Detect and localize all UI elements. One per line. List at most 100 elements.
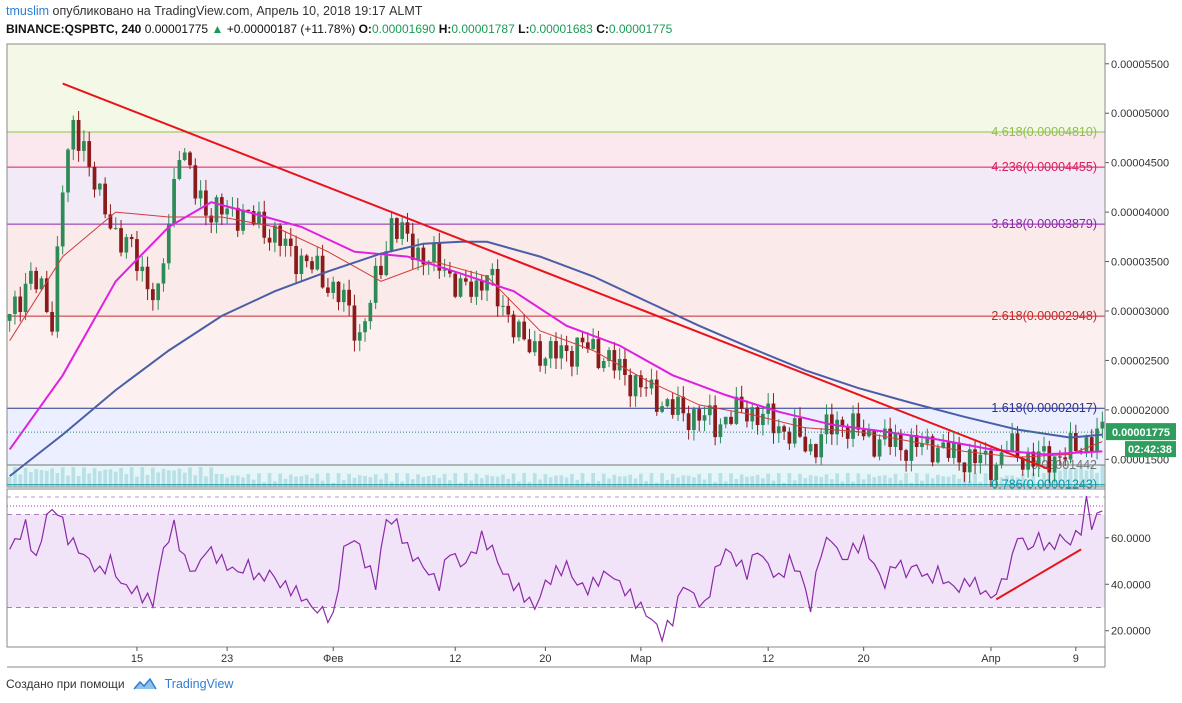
volume-bar: [617, 476, 622, 487]
volume-bar: [426, 475, 431, 487]
candle-body: [395, 218, 399, 239]
countdown-label: 02:42:38: [1128, 444, 1172, 456]
volume-bar: [219, 474, 224, 487]
volume-bar: [66, 475, 70, 487]
volume-bar: [957, 478, 961, 487]
candle-body: [607, 350, 611, 362]
candle-body: [336, 281, 341, 303]
volume-bar: [1079, 466, 1083, 487]
candle-body: [532, 341, 537, 353]
time-axis-label: Мар: [630, 653, 652, 665]
volume-bar: [564, 477, 569, 487]
candle-body: [787, 431, 792, 444]
tradingview-brand[interactable]: TradingView: [164, 677, 234, 691]
volume-bar: [877, 475, 882, 487]
candle-body: [373, 265, 378, 303]
candle-body: [23, 283, 28, 313]
volume-bar: [776, 473, 781, 487]
price-change: +0.00000187 (+11.78%): [226, 22, 356, 36]
candle-body: [347, 289, 351, 306]
volume-bar: [755, 474, 760, 487]
candle-body: [469, 281, 473, 297]
volume-bar: [517, 481, 521, 487]
volume-bar: [495, 476, 500, 487]
change-arrow-icon: ▲: [211, 22, 224, 36]
rsi-trendline[interactable]: [995, 548, 1082, 601]
volume-bar: [442, 473, 447, 487]
symbol-line: BINANCE:QSPBTC, 240 0.00001775 ▲ +0.0000…: [6, 20, 1176, 38]
volume-bar: [1058, 470, 1062, 487]
last-price: 0.00001775: [144, 22, 209, 36]
tradingview-logo-icon[interactable]: [133, 677, 157, 691]
candle-body: [29, 270, 33, 284]
candle-body: [55, 246, 60, 332]
volume-bar: [1031, 473, 1036, 487]
candle-body: [511, 314, 516, 338]
publish-line: tmuslim опубликовано на TradingView.com,…: [6, 2, 1176, 20]
candle-body: [633, 375, 638, 397]
candle-body: [432, 243, 436, 262]
volume-bar: [416, 474, 420, 487]
candle-body: [941, 442, 946, 448]
candle-body: [331, 281, 336, 293]
volume-bar: [177, 468, 182, 487]
open-value: 0.00001690: [371, 22, 436, 36]
candle-body: [723, 416, 728, 425]
fib-band-2: [7, 167, 1105, 225]
candle-body: [798, 418, 802, 437]
candle-body: [999, 452, 1004, 465]
volume-bar: [288, 474, 293, 487]
volume-bar: [113, 471, 118, 487]
candle-body: [405, 222, 410, 234]
price-trendline[interactable]: [62, 82, 1050, 471]
candle-body: [585, 342, 590, 350]
volume-bar: [410, 479, 415, 487]
candle-body: [60, 192, 65, 247]
time-axis-label: Апр: [981, 653, 1000, 665]
candle-body: [1010, 433, 1015, 452]
volume-bar: [681, 475, 686, 487]
time-axis-label: 20: [858, 653, 870, 665]
candle-body: [235, 207, 240, 231]
candle-body: [872, 430, 877, 457]
volume-bar: [729, 473, 733, 487]
candle-body: [357, 332, 362, 341]
candle-body: [87, 141, 92, 167]
volume-bar: [214, 473, 219, 487]
candle-body: [1047, 446, 1052, 473]
volume-bar: [824, 474, 829, 487]
candle-body: [140, 266, 145, 272]
candle-body: [172, 178, 176, 224]
volume-bar: [50, 468, 54, 487]
candle-body: [909, 435, 914, 461]
time-axis-label: 9: [1073, 653, 1079, 665]
candle-body: [368, 302, 373, 322]
volume-bar: [670, 473, 675, 487]
symbol-name[interactable]: BINANCE:QSPBTC, 240: [6, 22, 142, 36]
author-link[interactable]: tmuslim: [6, 4, 50, 18]
candle-body: [437, 243, 442, 271]
volume-bar: [829, 479, 834, 487]
volume-bar: [103, 469, 107, 487]
volume-bar: [373, 474, 378, 487]
candle-body: [713, 405, 717, 438]
candle-body: [283, 238, 288, 246]
volume-bar: [490, 476, 495, 487]
volume-bar: [273, 481, 277, 487]
volume-bar: [554, 475, 558, 487]
volume-bar: [257, 473, 261, 487]
candle-body: [554, 341, 558, 359]
candle-body: [538, 341, 542, 366]
candle-body: [294, 245, 298, 275]
candle-body: [34, 270, 39, 290]
candle-body: [50, 311, 54, 332]
volume-bar: [209, 467, 214, 487]
volume-bar: [623, 476, 627, 487]
candle-body: [214, 197, 219, 223]
moving-average-line: [9, 240, 1103, 477]
volume-bar: [1005, 475, 1009, 487]
candle-body: [108, 214, 113, 229]
volume-bar: [230, 475, 235, 487]
created-with-text: Создано при помощи: [6, 677, 125, 691]
